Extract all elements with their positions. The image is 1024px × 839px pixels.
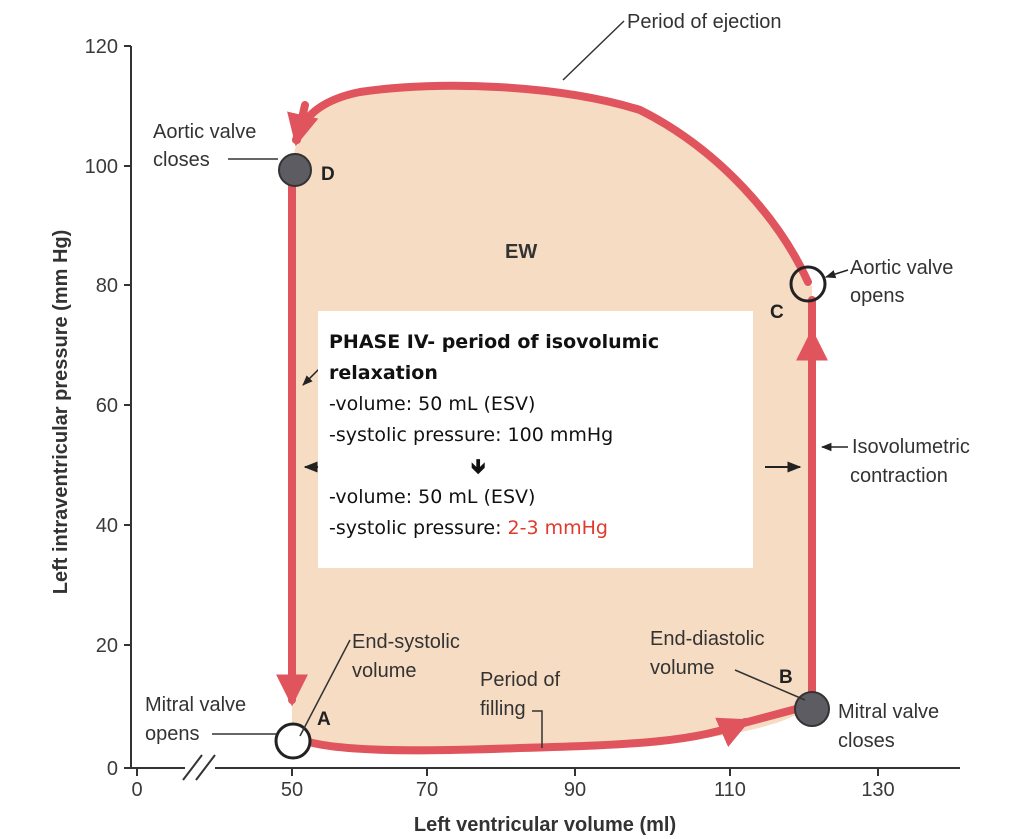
ejection-segment-arrow [287,101,319,147]
mitral-closes-line1: Mitral valve [838,701,939,723]
y-tick-label: 80 [96,275,118,297]
before-pressure: -systolic pressure: 100 mmHg [329,424,614,446]
aortic-valve-opens-label: Aortic valve opens [850,257,959,307]
end-systolic-leader [299,639,351,737]
x-tick-label: 0 [131,779,142,801]
y-tick-label: 0 [107,758,118,780]
end-diastolic-line2: volume [650,657,714,679]
filling-segment [296,717,751,755]
phase-heading-line2: relaxation [329,362,438,384]
point-a-label: A [317,709,331,730]
ew-label: EW [505,241,537,263]
aortic-valve-closes-label: Aortic valve closes [153,121,262,171]
x-tick-label: 70 [416,779,438,801]
mitral-opens-line2: opens [145,723,200,745]
ejection-segment [292,81,812,286]
period-of-filling-label: Period of filling [480,669,566,720]
y-ticks [124,45,131,769]
end-diastolic-volume-label: End-diastolic volume [650,628,770,679]
x-axis-title: Left ventricular volume (ml) [414,814,676,836]
after-pressure-label: -systolic pressure: [329,517,508,539]
y-tick-label: 40 [96,515,118,537]
filling-leader [532,710,543,748]
pointer-arrows [302,269,849,473]
point-c-label: C [770,302,784,323]
aortic-valve-closes-line1: Aortic valve [153,121,256,143]
point-d-label: D [321,164,335,185]
point-c-marker [789,265,827,303]
period-of-ejection-label: Period of ejection [627,11,782,33]
period-of-filling-line1: Period of [480,669,560,691]
end-diastolic-leader [734,669,806,701]
mitral-valve-closes-label: Mitral valve closes [838,701,945,752]
aortic-opens-pointer [824,269,849,279]
mitral-valve-opens-label: Mitral valve opens [145,694,252,745]
relaxation-pointer [302,367,321,386]
y-tick-label: 60 [96,395,118,417]
end-diastolic-line1: End-diastolic [650,628,765,650]
aortic-valve-closes-line2: closes [153,149,210,171]
aortic-valve-opens-line2: opens [850,285,905,307]
down-arrow-icon: 🡻 [471,454,486,478]
after-pressure: -systolic pressure: 2-3 mmHg [329,513,753,544]
point-a-marker [274,722,312,760]
aortic-valve-opens-line1: Aortic valve [850,257,953,279]
x-tick-label: 50 [281,779,303,801]
mitral-closes-line2: closes [838,730,895,752]
point-d-marker [278,153,312,187]
y-tick-label: 120 [85,36,118,58]
point-b-label: B [779,667,793,688]
y-tick-label: 20 [96,635,118,657]
y-axis-title: Left intraventricular pressure (mm Hg) [50,230,72,595]
isovolumetric-line2: contraction [850,465,948,487]
isovolumetric-line1: Isovolumetric [852,436,970,458]
after-volume: -volume: 50 mL (ESV) [329,486,536,508]
x-tick-label: 90 [564,779,586,801]
before-volume: -volume: 50 mL (ESV) [329,393,536,415]
x-ticks [136,768,879,776]
phase-info-box: PHASE IV- period of isovolumic relaxatio… [318,311,753,568]
period-of-filling-line2: filling [480,698,526,720]
after-pressure-value: 2-3 mmHg [507,517,608,539]
pv-loop-line [276,81,828,755]
mitral-opens-line1: Mitral valve [145,694,246,716]
axis-break-mark [182,754,216,781]
end-systolic-line1: End-systolic [352,631,460,653]
x-tick-label: 110 [714,779,746,801]
y-tick-label: 100 [85,156,118,178]
ejection-leader [562,20,625,81]
isovolumetric-contraction-label: Isovolumetric contraction [850,436,975,487]
phase-heading-line1: PHASE IV- period of isovolumic [329,331,660,353]
filling-segment-end [736,704,804,728]
end-systolic-volume-label: End-systolic volume [352,631,465,682]
end-systolic-line2: volume [352,660,416,682]
point-b-marker [794,691,830,727]
x-tick-label: 130 [861,779,894,801]
